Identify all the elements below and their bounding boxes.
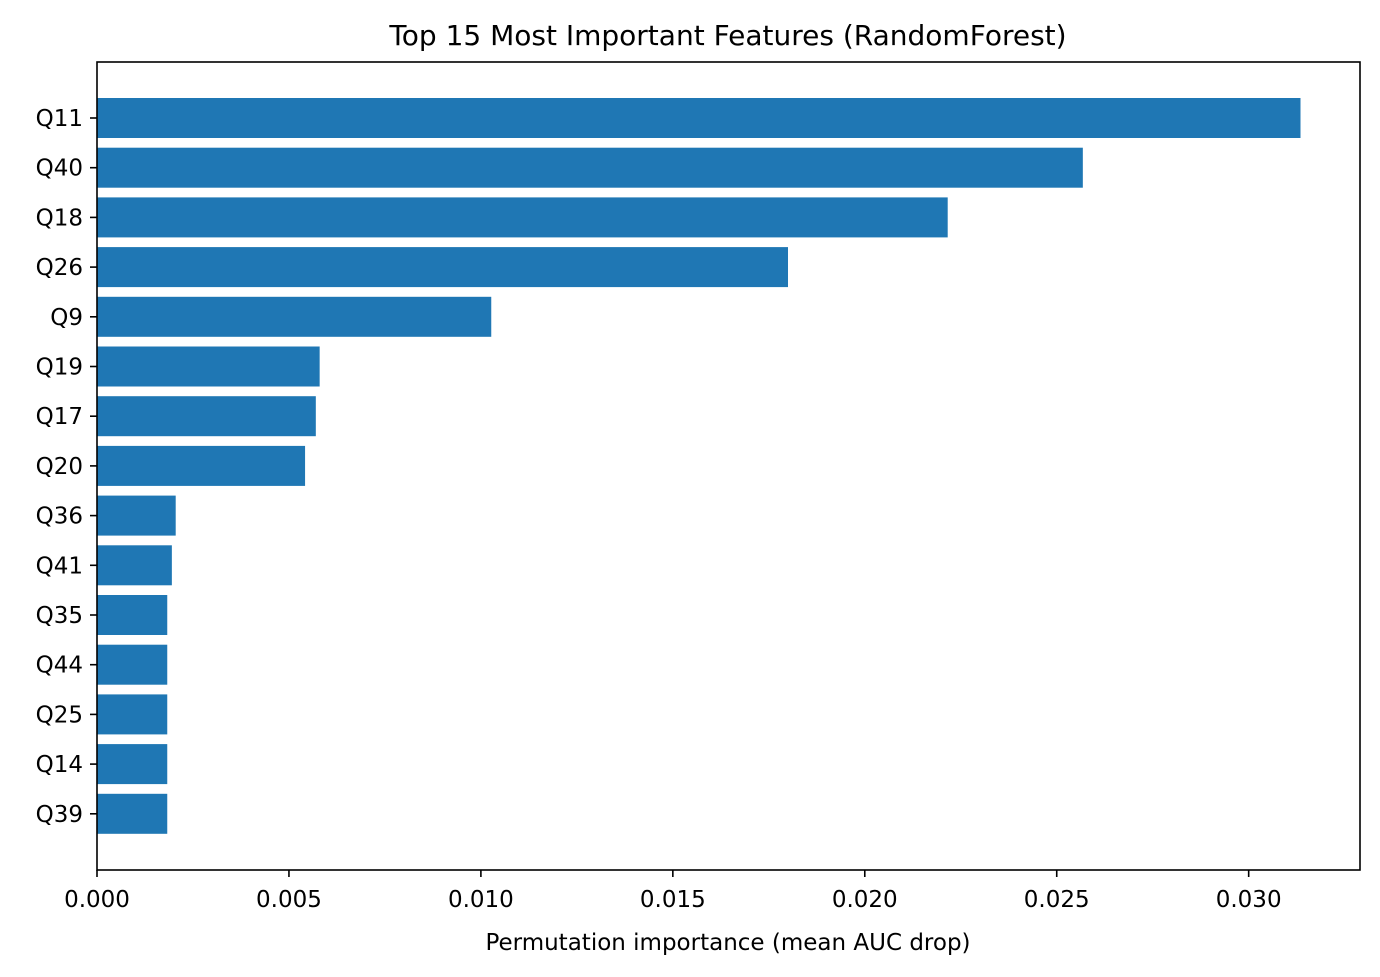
x-tick-label: 0.005 [256, 887, 322, 913]
y-tick-label: Q40 [36, 156, 83, 182]
x-axis-ticks: 0.000 0.005 0.010 0.015 0.020 0.025 0.030 [64, 870, 1282, 913]
y-tick-label: Q39 [36, 802, 83, 828]
y-tick-label: Q9 [50, 305, 83, 331]
bars-layer [97, 98, 1301, 834]
bar-q19 [97, 346, 320, 387]
chart-title: Top 15 Most Important Features (RandomFo… [388, 19, 1066, 52]
bar-q11 [97, 98, 1301, 138]
y-tick-label: Q35 [36, 603, 83, 629]
bar-q39 [97, 793, 168, 834]
y-tick-label: Q17 [36, 404, 83, 430]
y-tick-label: Q14 [36, 752, 83, 778]
bar-q25 [97, 694, 168, 735]
y-tick-label: Q25 [36, 702, 83, 728]
y-tick-label: Q26 [36, 255, 83, 281]
x-axis-label: Permutation importance (mean AUC drop) [485, 930, 970, 956]
bar-q14 [97, 744, 168, 785]
y-tick-label: Q36 [36, 504, 83, 530]
x-tick-label: 0.015 [640, 887, 706, 913]
plot-frame [96, 61, 1361, 871]
y-tick-label: Q41 [36, 553, 83, 579]
bar-q40 [97, 147, 1083, 188]
bar-q35 [97, 595, 168, 635]
y-tick-label: Q18 [36, 205, 83, 231]
bar-q18 [97, 197, 948, 238]
y-tick-label: Q44 [36, 653, 83, 679]
x-tick-label: 0.025 [1024, 887, 1090, 913]
y-tick-label: Q19 [36, 355, 83, 381]
bar-q20 [97, 445, 306, 486]
x-tick-label: 0.010 [448, 887, 514, 913]
bar-q26 [97, 247, 789, 288]
bar-q9 [97, 296, 492, 337]
bar-q41 [97, 545, 172, 586]
bar-q36 [97, 495, 176, 536]
x-tick-label: 0.020 [832, 887, 898, 913]
bar-q44 [97, 644, 168, 685]
x-tick-label: 0.030 [1216, 887, 1282, 913]
bar-q17 [97, 396, 316, 437]
y-tick-label: Q11 [36, 106, 83, 132]
y-tick-label: Q20 [36, 454, 83, 480]
y-axis-ticks: Q11 Q40 Q18 Q26 Q9 Q19 Q17 Q20 Q36 Q41 Q35 Q44 Q25 Q1… [36, 106, 97, 828]
x-tick-label: 0.000 [64, 887, 130, 913]
